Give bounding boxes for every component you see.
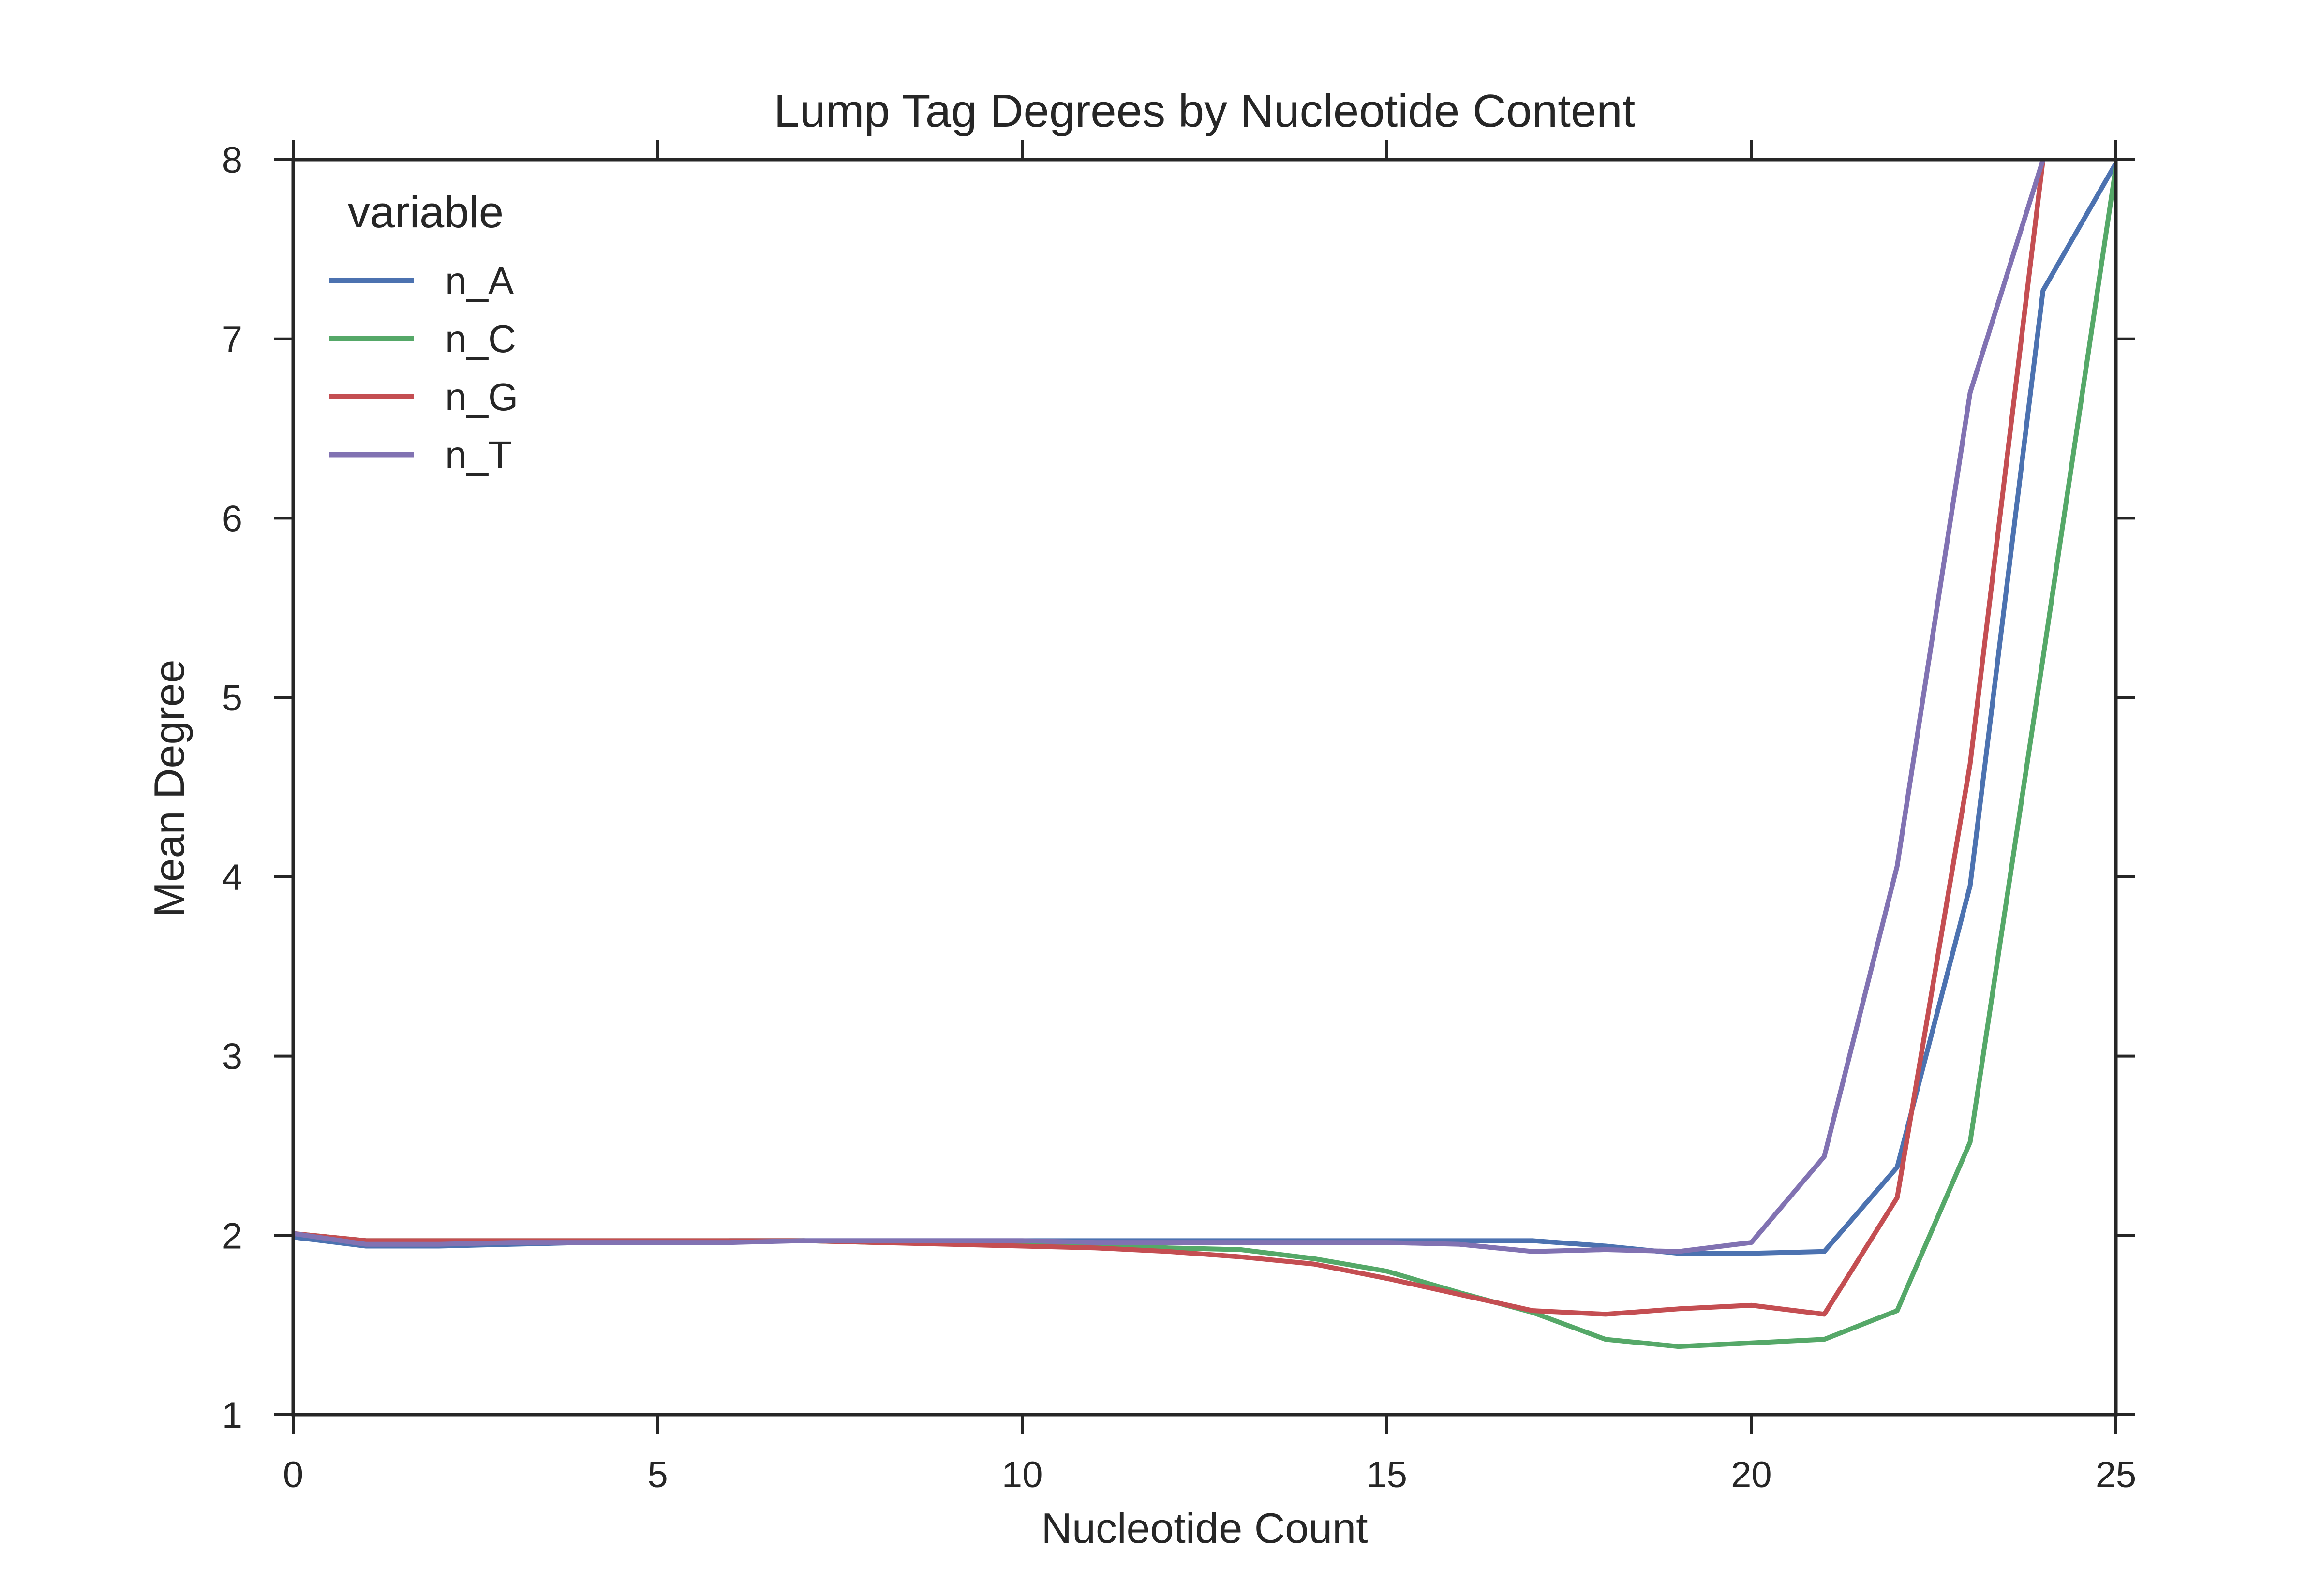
x-tick-label: 0	[283, 1454, 303, 1495]
x-tick-label: 25	[2096, 1454, 2137, 1495]
y-axis-label: Mean Degree	[145, 659, 193, 917]
y-tick-label: 7	[222, 319, 242, 360]
legend: variable n_A n_C n_G n_T	[329, 188, 518, 476]
y-tick-label: 4	[222, 857, 242, 898]
x-tick-label: 10	[1002, 1454, 1043, 1495]
x-tick-label: 20	[1731, 1454, 1772, 1495]
legend-label: n_C	[445, 317, 516, 360]
y-tick-label: 8	[222, 140, 242, 181]
chart-title: Lump Tag Degrees by Nucleotide Content	[774, 85, 1636, 137]
series-line-n-c	[293, 166, 2116, 1349]
series-line-n-g	[293, 160, 2046, 1317]
legend-label: n_T	[445, 433, 512, 476]
y-tick-label: 2	[222, 1215, 242, 1256]
x-axis-label: Nucleotide Count	[1041, 1504, 1368, 1552]
axes-border	[291, 158, 2118, 1417]
y-tick-label: 3	[222, 1036, 242, 1078]
axes-frame	[291, 158, 2118, 1417]
legend-label: n_G	[445, 375, 518, 418]
legend-label: n_A	[445, 259, 514, 302]
series-layer	[293, 160, 2116, 1349]
x-tick-label: 15	[1367, 1454, 1408, 1495]
series-line-n-t	[293, 160, 2046, 1254]
y-tick-label: 6	[222, 498, 242, 539]
x-tick-label: 5	[647, 1454, 668, 1495]
legend-title: variable	[348, 188, 504, 237]
y-tick-label: 5	[222, 678, 242, 719]
legend-items: n_A n_C n_G n_T	[329, 259, 518, 476]
y-tick-label: 1	[222, 1395, 242, 1436]
tick-layer: 0 5 10 15 20 25 1 2 3 4 5 6 7 8	[222, 140, 2137, 1495]
